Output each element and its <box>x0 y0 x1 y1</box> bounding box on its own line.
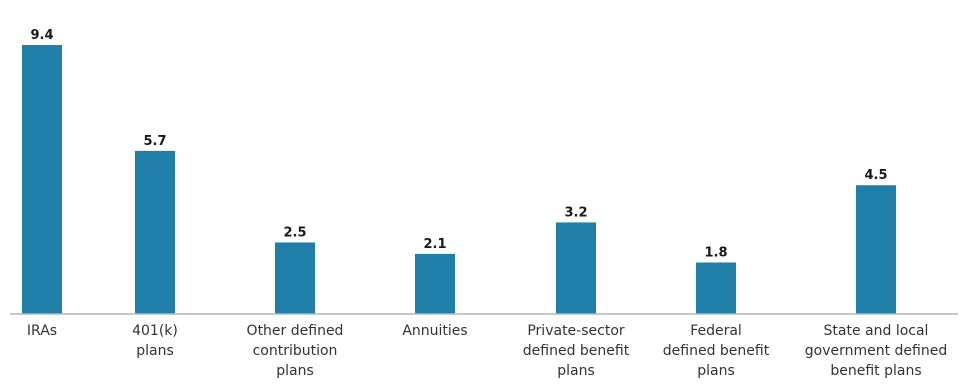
category-label-line: Annuities <box>402 323 467 339</box>
category-label-4: Annuities <box>402 323 467 339</box>
value-label-4: 2.1 <box>423 237 446 252</box>
category-label-line: Federal <box>690 323 742 339</box>
category-label-line: contribution <box>253 343 338 359</box>
category-label-line: defined benefit <box>523 343 630 359</box>
category-label-line: IRAs <box>27 323 57 339</box>
category-label-line: plans <box>697 363 735 379</box>
category-labels-layer: IRAs 401(k) plans Other defined contribution… <box>27 323 947 379</box>
value-label-3: 2.5 <box>283 225 306 240</box>
bar-1 <box>22 45 62 314</box>
category-label-line: plans <box>136 343 174 359</box>
value-label-1: 9.4 <box>30 28 53 43</box>
category-label-line: benefit plans <box>830 363 921 379</box>
category-label-line: Private-sector <box>527 323 625 339</box>
bar-6 <box>696 262 736 314</box>
value-label-2: 5.7 <box>143 134 166 149</box>
category-label-line: 401(k) <box>132 323 178 339</box>
category-label-1: IRAs <box>27 323 57 339</box>
bar-3 <box>275 242 315 314</box>
category-label-line: plans <box>276 363 314 379</box>
bar-7 <box>856 185 896 314</box>
category-label-line: government defined <box>805 343 948 359</box>
category-label-line: plans <box>557 363 595 379</box>
value-label-7: 4.5 <box>864 168 887 183</box>
category-label-line: defined benefit <box>663 343 770 359</box>
category-label-line: State and local <box>824 323 929 339</box>
bars-layer <box>22 45 896 314</box>
category-label-2: 401(k) plans <box>132 323 178 359</box>
bar-2 <box>135 150 175 314</box>
bar-5 <box>556 222 596 314</box>
category-label-3: Other defined contribution plans <box>247 323 344 379</box>
category-label-6: Federal defined benefit plans <box>663 323 770 379</box>
value-labels-layer: 9.4 5.7 2.5 2.1 3.2 1.8 4.5 <box>30 28 887 260</box>
category-label-5: Private-sector defined benefit plans <box>523 323 630 379</box>
value-label-6: 1.8 <box>704 245 727 260</box>
category-label-line: Other defined <box>247 323 344 339</box>
category-label-7: State and local government defined benefit… <box>805 323 948 379</box>
value-label-5: 3.2 <box>564 205 587 220</box>
bar-4 <box>415 253 455 314</box>
